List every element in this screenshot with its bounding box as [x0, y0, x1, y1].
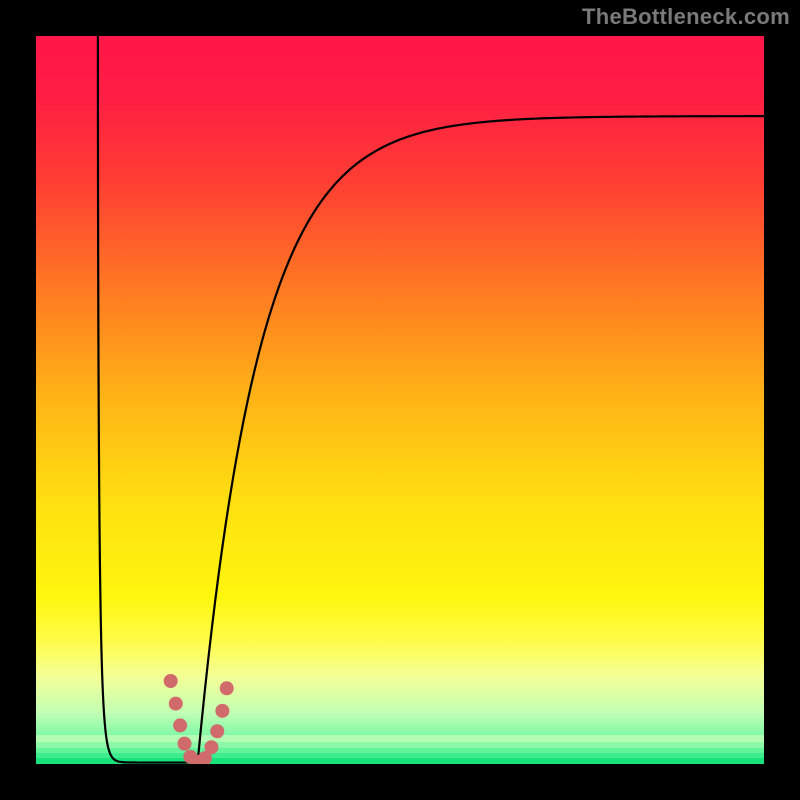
plot-area	[36, 36, 764, 764]
curve-layer	[36, 36, 764, 764]
valley-dot	[178, 737, 192, 751]
valley-dot	[204, 740, 218, 754]
valley-dot	[169, 697, 183, 711]
valley-dot	[164, 674, 178, 688]
valley-dot	[173, 718, 187, 732]
valley-curve-left	[98, 36, 198, 763]
valley-dot	[220, 681, 234, 695]
watermark-text: TheBottleneck.com	[582, 4, 790, 30]
valley-dot	[210, 724, 224, 738]
valley-dot	[215, 704, 229, 718]
image-root: TheBottleneck.com	[0, 0, 800, 800]
valley-curve-right	[198, 116, 764, 762]
